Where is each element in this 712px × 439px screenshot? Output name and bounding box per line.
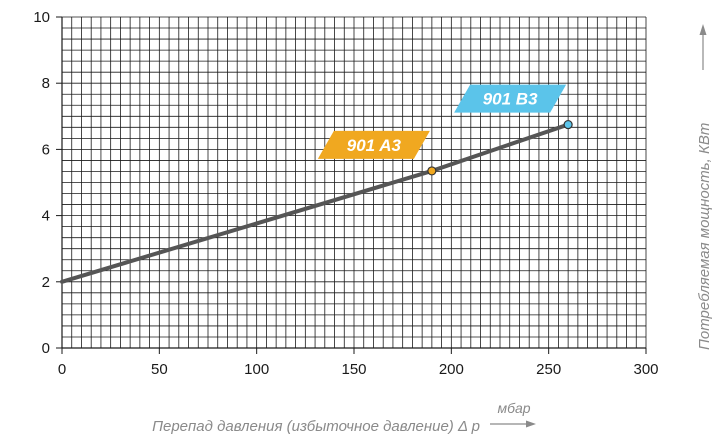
y-tick-label: 6: [42, 141, 50, 158]
x-tick-label: 100: [244, 361, 269, 378]
y-tick-label: 2: [42, 274, 50, 291]
x-axis-title: Перепад давления (избыточное давление) Δ…: [152, 418, 480, 435]
tick-labels: 0 50 100 150 200 250 300 0 2 4 6 8 10: [33, 9, 658, 378]
x-tick-label: 250: [536, 361, 561, 378]
series-label: 901 A3: [347, 136, 402, 155]
x-tick-label: 300: [633, 361, 658, 378]
y-axis-title: Потребляемая мощность, КВт: [696, 123, 712, 350]
axes: [56, 16, 647, 354]
series-label-box: [454, 84, 567, 113]
series-label-box: [317, 130, 430, 159]
data-point-marker: [427, 166, 437, 176]
y-tick-label: 4: [42, 208, 50, 225]
grid: [61, 16, 647, 349]
y-axis-arrow: [699, 24, 707, 70]
x-tick-label: 0: [58, 361, 66, 378]
x-tick-label: 150: [341, 361, 366, 378]
data-point-marker: [563, 119, 573, 130]
series-label: 901 B3: [483, 90, 538, 109]
y-tick-label: 0: [42, 340, 50, 357]
x-tick-label: 200: [439, 361, 464, 378]
y-tick-label: 8: [42, 75, 50, 92]
x-axis-arrow: [490, 420, 536, 428]
x-tick-label: 50: [151, 361, 168, 378]
annotations: 901 A3 901 B3: [317, 84, 573, 176]
y-tick-label: 10: [33, 9, 50, 26]
x-axis-unit: мбар: [497, 400, 530, 416]
